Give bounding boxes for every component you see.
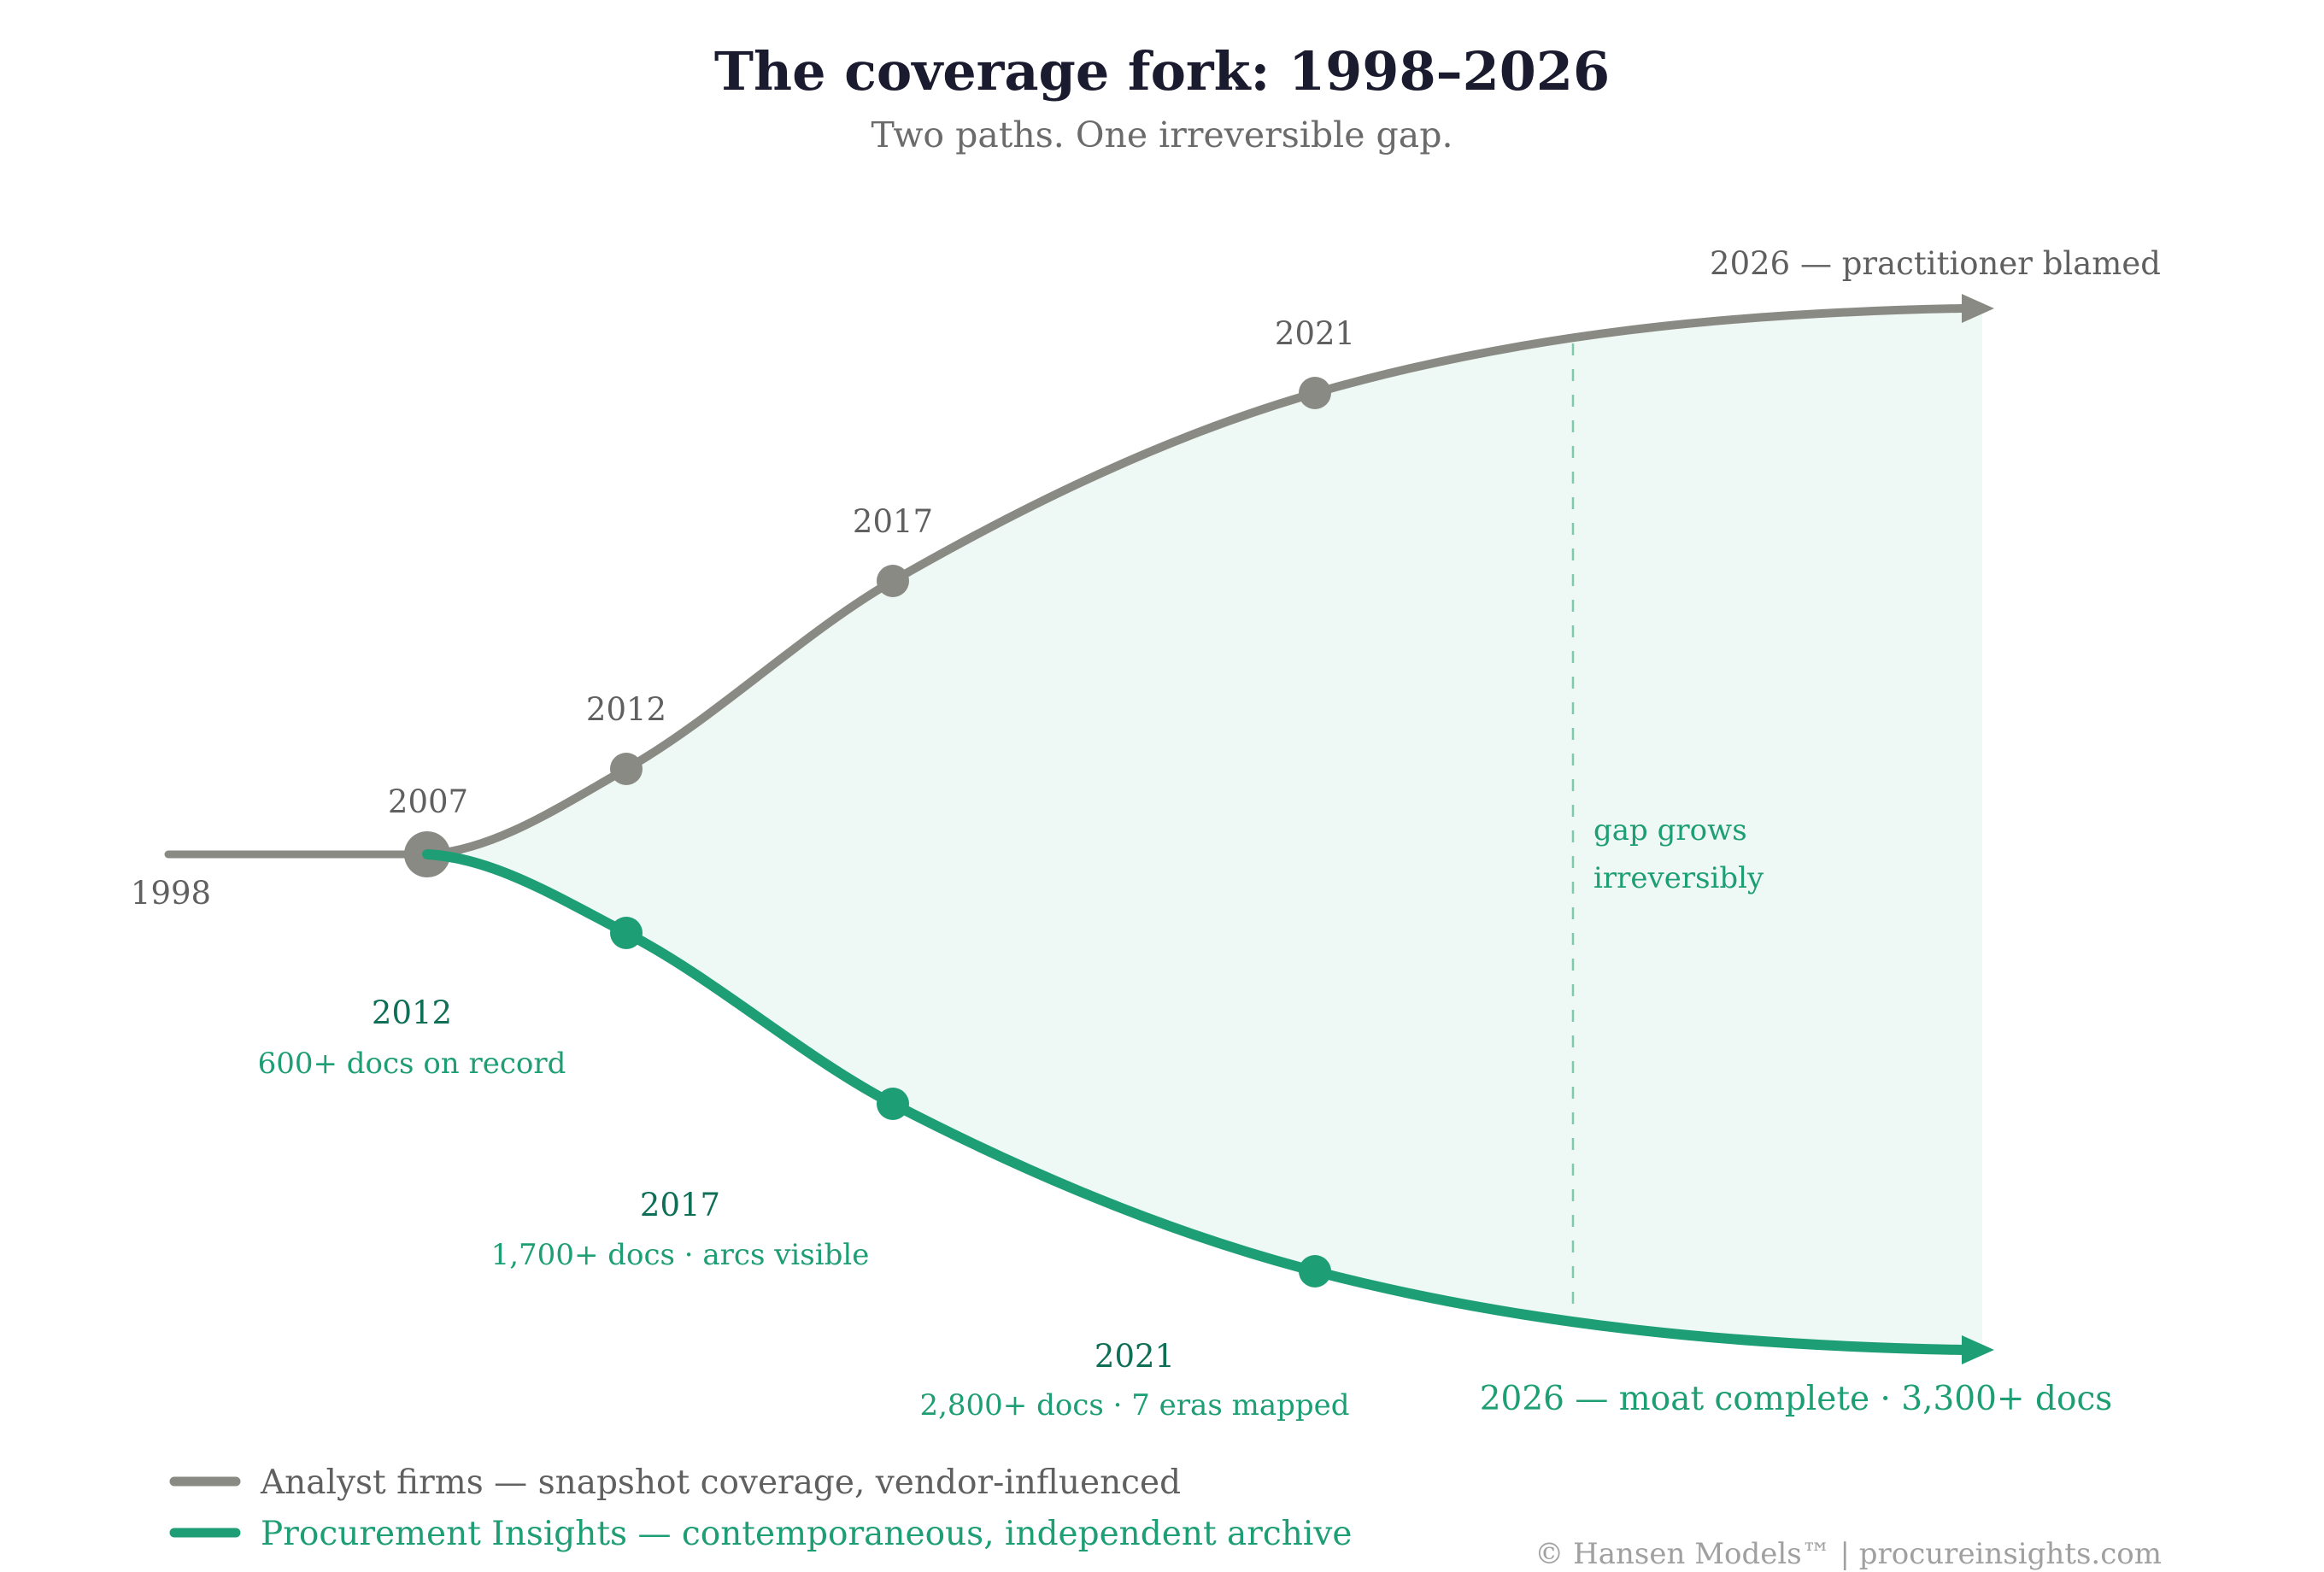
- analyst-node-2012: [610, 753, 643, 785]
- year-label-2007: 2007: [388, 783, 468, 820]
- insights-branch-line: [422, 849, 1967, 1355]
- gap-annotation-line-1: gap grows: [1593, 813, 1747, 848]
- insights-end-label: 2026 — moat complete · 3,300+ docs: [1480, 1380, 2113, 1418]
- insights-detail-label-2012: 600+ docs on record: [258, 1047, 566, 1081]
- insights-year-label-2012: 2012: [372, 994, 452, 1031]
- footer-credit: © Hansen Models™ | procureinsights.com: [1535, 1537, 2162, 1571]
- gap-annotation-line-2: irreversibly: [1593, 861, 1764, 895]
- analyst-arrow-icon: [1962, 294, 1994, 323]
- insights-node-2017: [877, 1088, 909, 1120]
- analyst-year-label-2012: 2012: [586, 691, 666, 728]
- legend-label-analyst: Analyst firms — snapshot coverage, vendo…: [260, 1463, 1181, 1502]
- insights-node-2021: [1299, 1255, 1331, 1288]
- plot-area: 2012 2017 2021 2012 600+ docs on record 2017 1…: [131, 245, 2161, 1422]
- analyst-branch-line: [423, 304, 1966, 859]
- legend: Analyst firms — snapshot coverage, vendo…: [169, 1463, 1352, 1553]
- analyst-year-label-2021: 2021: [1275, 315, 1355, 352]
- insights-node-2012: [610, 917, 643, 949]
- insights-arrow-icon: [1962, 1335, 1994, 1364]
- year-label-1998: 1998: [131, 875, 211, 912]
- analyst-year-label-2017: 2017: [853, 503, 933, 540]
- insights-detail-label-2017: 1,700+ docs · arcs visible: [491, 1238, 870, 1272]
- gap-area: [427, 308, 1982, 1350]
- insights-detail-label-2021: 2,800+ docs · 7 eras mapped: [919, 1388, 1349, 1422]
- analyst-end-label: 2026 — practitioner blamed: [1710, 245, 2161, 282]
- chart-title: The coverage fork: 1998–2026: [714, 40, 1610, 103]
- analyst-node-2021: [1299, 377, 1331, 409]
- insights-year-label-2021: 2021: [1095, 1338, 1175, 1375]
- analyst-node-2017: [877, 565, 909, 597]
- insights-year-label-2017: 2017: [640, 1187, 720, 1223]
- chart-subtitle: Two paths. One irreversible gap.: [871, 114, 1452, 155]
- legend-label-insights: Procurement Insights — contemporaneous, …: [261, 1515, 1352, 1553]
